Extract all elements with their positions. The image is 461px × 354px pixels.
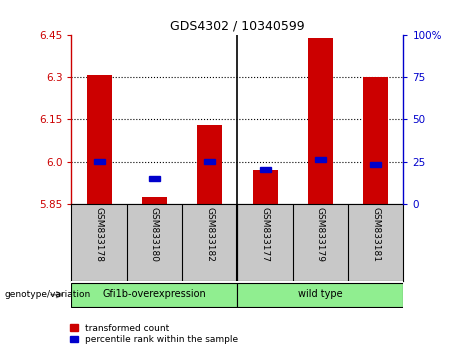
Bar [142, 196, 167, 204]
Text: Gfi1b-overexpression: Gfi1b-overexpression [102, 289, 207, 299]
Title: GDS4302 / 10340599: GDS4302 / 10340599 [170, 20, 305, 33]
Text: GSM833177: GSM833177 [260, 207, 270, 262]
Bar [370, 162, 381, 167]
Text: genotype/variation: genotype/variation [5, 290, 91, 299]
Bar [197, 125, 222, 204]
Text: GSM833181: GSM833181 [371, 207, 380, 262]
Bar [253, 170, 278, 204]
Text: GSM833180: GSM833180 [150, 207, 159, 262]
Bar [204, 159, 215, 164]
Bar [94, 159, 105, 164]
Bar [308, 38, 333, 204]
Bar [237, 283, 403, 307]
Bar [363, 78, 388, 204]
Legend: transformed count, percentile rank within the sample: transformed count, percentile rank withi… [67, 320, 242, 348]
Bar [87, 75, 112, 204]
Text: GSM833182: GSM833182 [205, 207, 214, 262]
Bar [149, 176, 160, 181]
Text: wild type: wild type [298, 289, 343, 299]
Text: GSM833178: GSM833178 [95, 207, 104, 262]
Bar [260, 167, 271, 172]
Bar [315, 157, 326, 162]
Bar [71, 283, 237, 307]
Text: GSM833179: GSM833179 [316, 207, 325, 262]
